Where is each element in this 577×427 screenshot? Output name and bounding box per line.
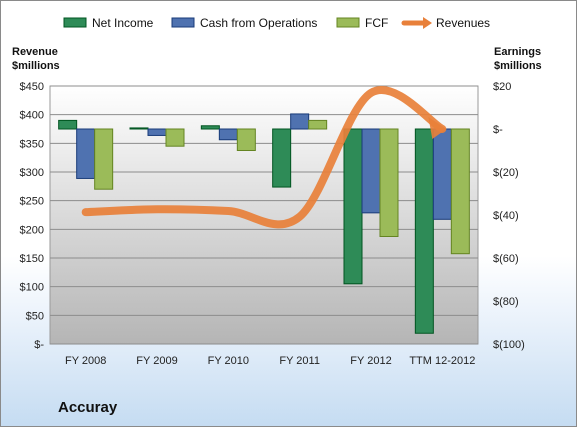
bar-cash-from-operations	[218, 128, 238, 141]
bar-net-income	[414, 128, 434, 334]
right-tick-label: $(60)	[493, 253, 519, 265]
revenues-line	[81, 86, 447, 229]
right-axis-title: $millions	[494, 60, 542, 72]
bar-cash-from-operations	[76, 128, 96, 179]
bar-fcf	[94, 128, 114, 190]
right-tick-label: $(40)	[493, 210, 519, 222]
bar-net-income	[200, 125, 220, 130]
left-axis-title: Revenue	[12, 46, 58, 58]
legend-label: Net Income	[92, 16, 154, 30]
revenues-arrowhead	[428, 117, 447, 139]
right-tick-label: $20	[493, 81, 511, 93]
left-tick-label: $450	[20, 81, 44, 93]
bar-net-income	[272, 128, 292, 188]
left-tick-label: $350	[20, 138, 44, 150]
left-tick-label: $150	[20, 253, 44, 265]
right-tick-label: $-	[493, 124, 503, 136]
legend-swatch	[336, 17, 360, 28]
x-tick-label: FY 2011	[279, 355, 320, 367]
x-tick-label: TTM 12-2012	[409, 355, 475, 367]
bar-cash-from-operations	[361, 128, 381, 214]
bar-cash-from-operations	[432, 128, 452, 220]
legend-label: Revenues	[436, 16, 490, 30]
bar-cash-from-operations	[147, 128, 167, 136]
legend-label: FCF	[365, 16, 388, 30]
company-name: Accuray	[58, 399, 118, 416]
right-tick-label: $(100)	[493, 339, 525, 351]
x-tick-label: FY 2008	[65, 355, 106, 367]
x-tick-label: FY 2012	[350, 355, 391, 367]
legend-swatch	[171, 17, 195, 28]
legend-label: Cash from Operations	[200, 16, 317, 30]
right-axis-title: Earnings	[494, 46, 541, 58]
left-tick-label: $400	[20, 110, 44, 122]
x-tick-label: FY 2009	[136, 355, 177, 367]
bar-fcf	[236, 128, 256, 151]
bar-net-income	[343, 128, 363, 285]
right-tick-label: $(80)	[493, 296, 519, 308]
bar-net-income	[58, 119, 78, 130]
left-tick-label: $200	[20, 224, 44, 236]
left-tick-label: $50	[26, 310, 44, 322]
right-tick-label: $(20)	[493, 167, 519, 179]
bar-cash-from-operations	[290, 113, 310, 130]
legend-swatch	[63, 17, 87, 28]
bar-fcf	[308, 119, 328, 130]
left-tick-label: $250	[20, 196, 44, 208]
left-tick-label: $300	[20, 167, 44, 179]
bar-fcf	[379, 128, 399, 237]
x-tick-label: FY 2010	[208, 355, 249, 367]
plot-area	[49, 85, 479, 345]
left-axis-title: $millions	[12, 60, 60, 72]
legend-arrowhead	[423, 17, 432, 29]
bar-fcf	[450, 128, 470, 255]
bar-fcf	[165, 128, 185, 147]
bar-net-income	[129, 127, 149, 130]
left-tick-label: $-	[34, 339, 44, 351]
left-tick-label: $100	[20, 282, 44, 294]
